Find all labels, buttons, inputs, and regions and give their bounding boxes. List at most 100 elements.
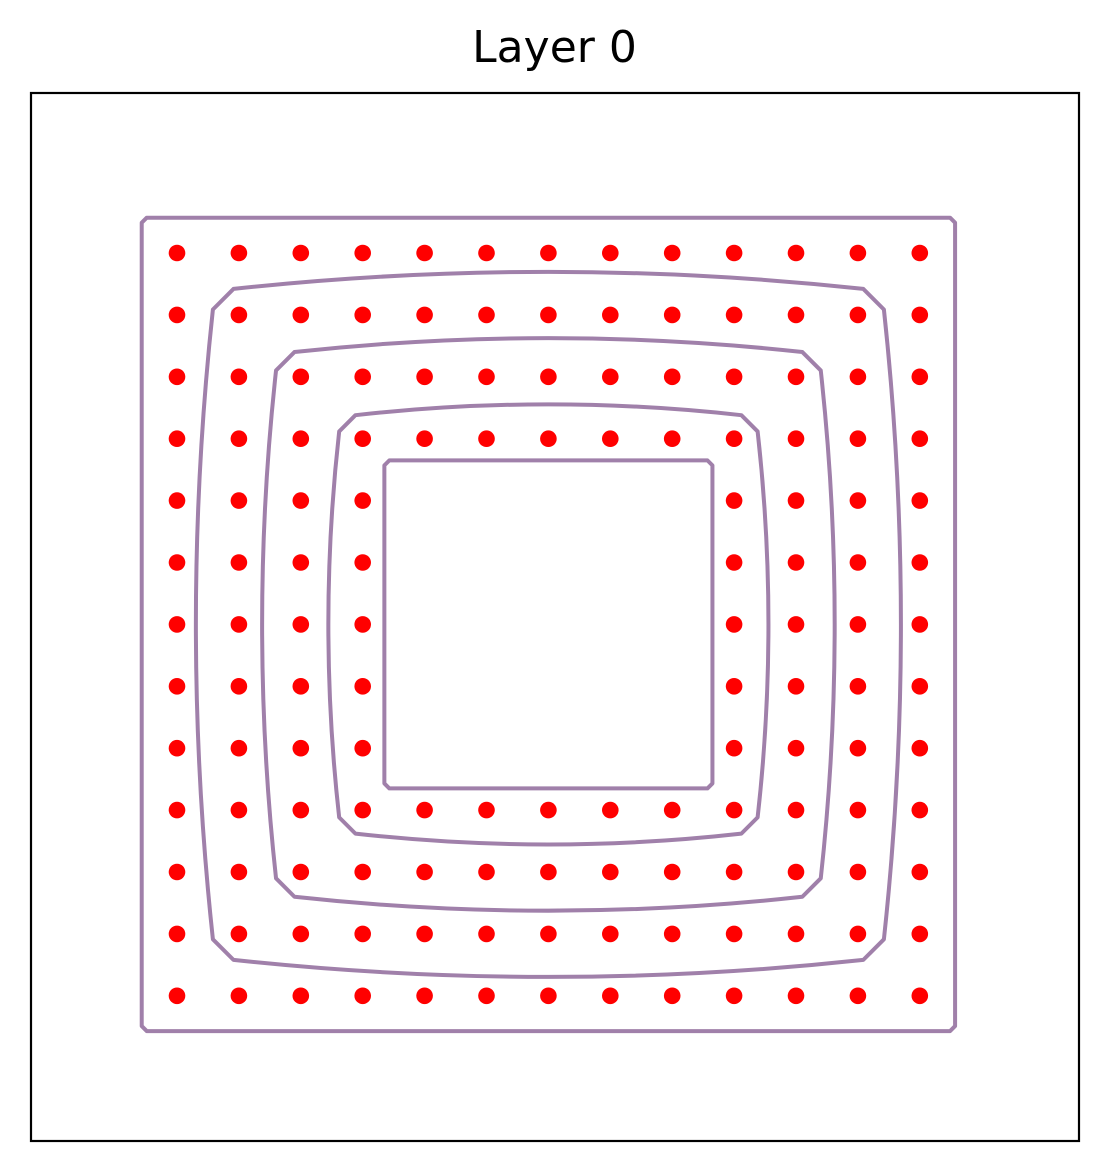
grid-point <box>663 801 681 819</box>
grid-point <box>354 925 372 943</box>
grid-point <box>168 306 186 324</box>
grid-point <box>230 430 248 448</box>
grid-point <box>911 554 929 571</box>
grid-point <box>787 925 805 943</box>
grid-point <box>540 801 557 819</box>
grid-point <box>230 987 248 1005</box>
grid-point <box>168 678 186 695</box>
grid-point <box>602 244 619 262</box>
grid-point <box>354 801 372 819</box>
grid-point <box>230 863 248 881</box>
grid-point <box>787 616 805 633</box>
grid-point <box>478 987 495 1005</box>
grid-point <box>540 987 557 1005</box>
grid-point <box>168 368 186 386</box>
grid-point <box>354 863 372 881</box>
grid-point <box>725 925 743 943</box>
grid-point <box>416 863 433 881</box>
grid-point <box>725 616 743 633</box>
grid-point <box>168 492 186 509</box>
grid-point <box>787 678 805 695</box>
grid-point <box>725 492 743 509</box>
grid-point <box>849 430 867 448</box>
grid-point <box>849 739 867 757</box>
grid-point <box>168 739 186 757</box>
grid-point <box>230 925 248 943</box>
grid-point <box>602 430 619 448</box>
grid-point <box>168 801 186 819</box>
grid-point <box>354 244 372 262</box>
grid-point <box>478 368 495 386</box>
grid-point <box>416 925 433 943</box>
grid-point <box>725 801 743 819</box>
point-layer <box>168 244 929 1005</box>
grid-point <box>354 987 372 1005</box>
grid-point <box>416 430 433 448</box>
grid-point <box>540 863 557 881</box>
grid-point <box>787 554 805 571</box>
grid-point <box>292 616 310 633</box>
grid-point <box>849 554 867 571</box>
grid-point <box>540 368 557 386</box>
grid-point <box>911 987 929 1005</box>
grid-point <box>663 306 681 324</box>
grid-point <box>292 306 310 324</box>
grid-point <box>911 739 929 757</box>
contour-ring-3 <box>260 336 837 913</box>
grid-point <box>540 244 557 262</box>
grid-point <box>354 678 372 695</box>
grid-point <box>849 678 867 695</box>
grid-point <box>354 492 372 509</box>
grid-point <box>416 987 433 1005</box>
grid-point <box>168 244 186 262</box>
grid-point <box>354 306 372 324</box>
grid-point <box>292 987 310 1005</box>
grid-point <box>663 368 681 386</box>
grid-point <box>292 368 310 386</box>
grid-point <box>663 430 681 448</box>
grid-point <box>416 801 433 819</box>
grid-point <box>168 554 186 571</box>
grid-point <box>292 244 310 262</box>
grid-point <box>911 678 929 695</box>
grid-point <box>849 987 867 1005</box>
grid-point <box>230 244 248 262</box>
grid-point <box>663 863 681 881</box>
grid-point <box>230 368 248 386</box>
grid-point <box>725 430 743 448</box>
grid-point <box>787 739 805 757</box>
grid-point <box>849 492 867 509</box>
grid-point <box>787 368 805 386</box>
grid-point <box>168 925 186 943</box>
grid-point <box>602 801 619 819</box>
grid-point <box>725 244 743 262</box>
grid-point <box>911 368 929 386</box>
grid-point <box>911 492 929 509</box>
grid-point <box>230 306 248 324</box>
grid-point <box>478 801 495 819</box>
grid-point <box>911 925 929 943</box>
grid-point <box>230 616 248 633</box>
grid-point <box>292 925 310 943</box>
grid-point <box>849 801 867 819</box>
grid-point <box>168 863 186 881</box>
grid-point <box>354 616 372 633</box>
grid-point <box>787 244 805 262</box>
grid-point <box>787 801 805 819</box>
grid-point <box>725 306 743 324</box>
grid-point <box>911 306 929 324</box>
grid-point <box>230 739 248 757</box>
grid-point <box>292 801 310 819</box>
grid-point <box>416 368 433 386</box>
grid-point <box>787 492 805 509</box>
grid-point <box>230 554 248 571</box>
grid-point <box>663 244 681 262</box>
grid-point <box>354 739 372 757</box>
grid-point <box>292 554 310 571</box>
grid-point <box>787 430 805 448</box>
grid-point <box>416 244 433 262</box>
grid-point <box>849 616 867 633</box>
contour-ring-2 <box>193 269 903 979</box>
grid-point <box>540 430 557 448</box>
grid-point <box>292 739 310 757</box>
